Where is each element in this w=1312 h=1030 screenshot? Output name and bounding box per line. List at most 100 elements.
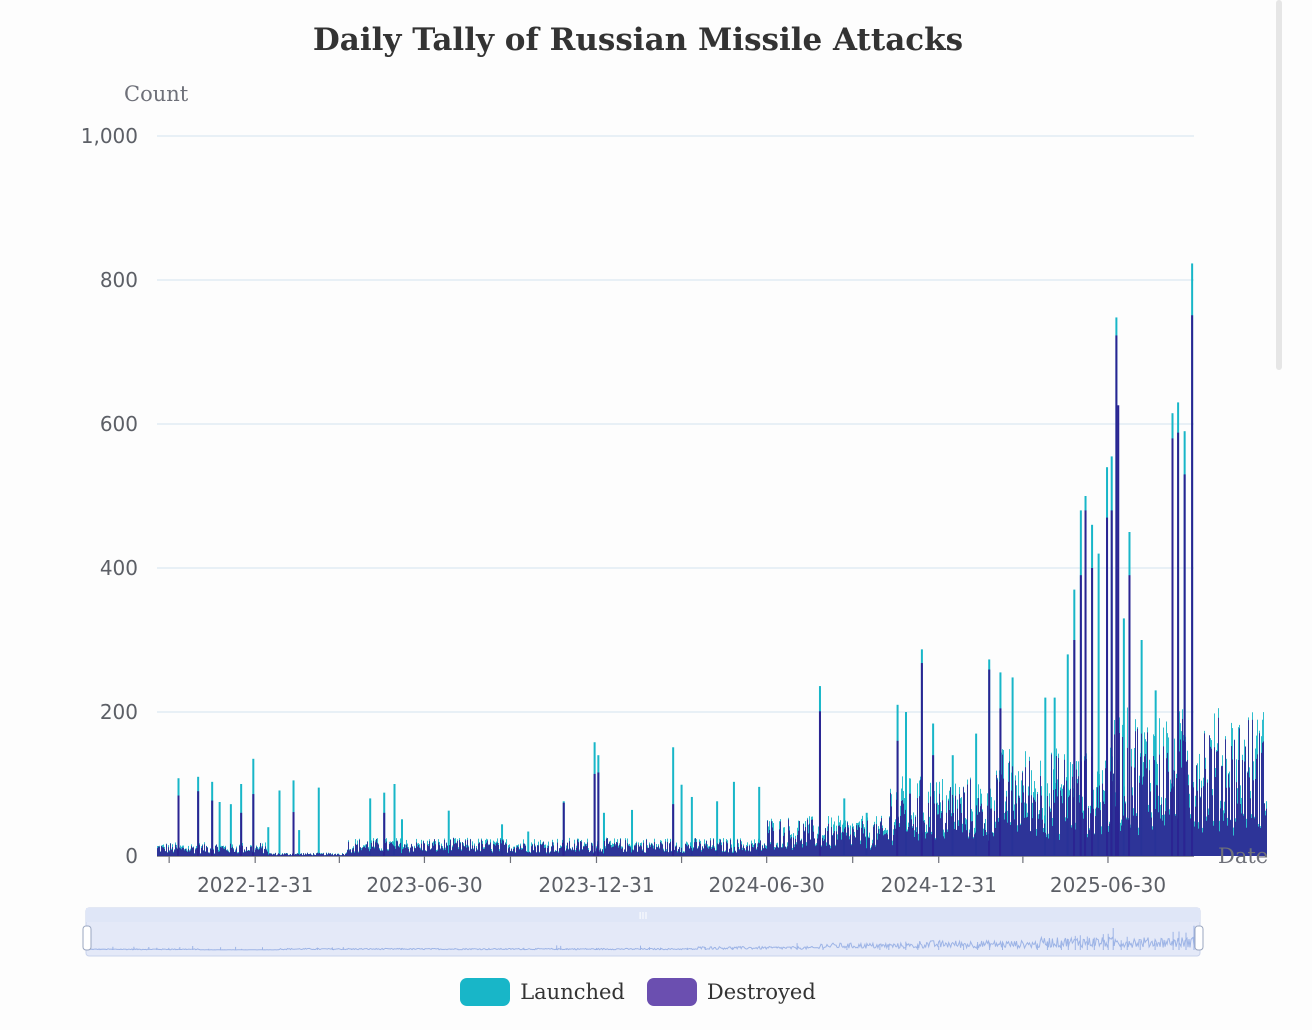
destroyed-bar bbox=[508, 848, 509, 856]
destroyed-bar bbox=[799, 821, 800, 856]
destroyed-bar bbox=[809, 823, 810, 856]
destroyed-bar bbox=[452, 847, 453, 856]
destroyed-bar bbox=[1093, 808, 1094, 856]
destroyed-bar bbox=[848, 827, 849, 856]
destroyed-bar bbox=[807, 819, 808, 856]
destroyed-bar bbox=[1202, 832, 1203, 856]
destroyed-bar bbox=[1126, 819, 1127, 856]
destroyed-bar bbox=[713, 839, 714, 856]
destroyed-bar bbox=[430, 849, 431, 856]
destroyed-bar bbox=[532, 844, 533, 856]
legend-item-launched[interactable]: Launched bbox=[460, 978, 625, 1006]
destroyed-bar bbox=[1183, 474, 1186, 856]
destroyed-bar bbox=[958, 825, 959, 856]
destroyed-bar bbox=[769, 829, 770, 856]
destroyed-bar bbox=[299, 854, 300, 856]
destroyed-bar bbox=[515, 853, 516, 856]
destroyed-bar bbox=[1067, 818, 1068, 856]
destroyed-bar bbox=[1009, 761, 1010, 856]
destroyed-bar bbox=[187, 851, 188, 856]
destroyed-bar bbox=[1175, 815, 1176, 856]
destroyed-bar bbox=[322, 853, 323, 856]
destroyed-bar bbox=[535, 846, 536, 856]
destroyed-bar bbox=[412, 846, 413, 856]
destroyed-bar bbox=[1154, 760, 1155, 856]
destroyed-bar bbox=[1035, 801, 1036, 856]
zoom-right-handle[interactable] bbox=[1194, 925, 1204, 951]
destroyed-bar bbox=[699, 841, 700, 856]
destroyed-bar bbox=[509, 847, 510, 856]
destroyed-bar bbox=[790, 838, 791, 856]
destroyed-bar bbox=[176, 847, 177, 856]
destroyed-bar bbox=[450, 840, 451, 856]
destroyed-bar bbox=[776, 845, 777, 856]
destroyed-bar bbox=[289, 854, 290, 856]
destroyed-bar bbox=[261, 848, 262, 856]
destroyed-bar bbox=[827, 830, 828, 856]
destroyed-bar bbox=[161, 846, 162, 856]
destroyed-bar bbox=[916, 832, 917, 856]
data-zoom-slider[interactable]: III bbox=[82, 907, 1204, 957]
destroyed-bar bbox=[874, 824, 875, 856]
destroyed-bar bbox=[346, 853, 347, 856]
destroyed-bar bbox=[740, 839, 741, 856]
destroyed-bar bbox=[501, 843, 502, 856]
destroyed-bar bbox=[221, 847, 222, 856]
destroyed-bar bbox=[285, 854, 286, 856]
destroyed-bar bbox=[1191, 315, 1194, 856]
destroyed-bar bbox=[201, 847, 202, 856]
destroyed-bar bbox=[210, 848, 211, 856]
destroyed-bar bbox=[1155, 809, 1156, 856]
destroyed-bar bbox=[214, 853, 215, 856]
destroyed-bar bbox=[798, 830, 799, 856]
destroyed-bar bbox=[1136, 815, 1137, 856]
destroyed-bar bbox=[1209, 735, 1210, 856]
destroyed-bar bbox=[1215, 777, 1216, 856]
destroyed-bar bbox=[1038, 818, 1039, 856]
destroyed-bar bbox=[231, 848, 232, 856]
destroyed-bar bbox=[679, 847, 680, 856]
destroyed-bar bbox=[829, 845, 830, 856]
destroyed-bar bbox=[1109, 823, 1110, 856]
destroyed-bar bbox=[208, 852, 209, 856]
destroyed-bar bbox=[1224, 813, 1225, 856]
zoom-top-bar[interactable] bbox=[86, 908, 1200, 922]
destroyed-bar bbox=[236, 848, 237, 856]
destroyed-bar bbox=[394, 846, 395, 856]
destroyed-bar bbox=[1005, 811, 1006, 856]
destroyed-bar bbox=[310, 853, 311, 856]
destroyed-bar bbox=[335, 854, 336, 856]
destroyed-bar bbox=[235, 851, 236, 856]
destroyed-bar bbox=[265, 846, 266, 856]
legend-item-destroyed[interactable]: Destroyed bbox=[646, 978, 816, 1006]
destroyed-bar bbox=[1203, 786, 1204, 856]
page-scrollbar[interactable] bbox=[1276, 0, 1282, 370]
destroyed-bar bbox=[797, 835, 798, 856]
destroyed-bar bbox=[1235, 821, 1236, 856]
destroyed-bar bbox=[672, 804, 675, 856]
destroyed-bar bbox=[320, 854, 321, 856]
destroyed-bar bbox=[654, 842, 655, 856]
destroyed-bar bbox=[1252, 719, 1253, 856]
zoom-left-handle[interactable] bbox=[82, 925, 92, 951]
destroyed-bar bbox=[497, 842, 498, 856]
destroyed-bar bbox=[1051, 754, 1052, 856]
destroyed-bar bbox=[407, 847, 408, 856]
destroyed-bar bbox=[553, 845, 554, 856]
destroyed-bar bbox=[421, 843, 422, 856]
destroyed-bar bbox=[1007, 822, 1008, 856]
destroyed-bar bbox=[205, 851, 206, 856]
destroyed-bar bbox=[473, 849, 474, 856]
zoom-drag-handle[interactable]: III bbox=[639, 911, 648, 922]
destroyed-bar bbox=[620, 839, 621, 856]
destroyed-bar bbox=[1063, 786, 1064, 856]
destroyed-bar bbox=[391, 842, 392, 856]
destroyed-bar bbox=[300, 854, 301, 856]
destroyed-bar bbox=[202, 845, 203, 856]
destroyed-bar bbox=[281, 854, 282, 856]
destroyed-bar bbox=[263, 853, 264, 856]
destroyed-bar bbox=[1003, 778, 1004, 856]
destroyed-bar bbox=[838, 825, 839, 856]
destroyed-bar bbox=[315, 855, 316, 856]
